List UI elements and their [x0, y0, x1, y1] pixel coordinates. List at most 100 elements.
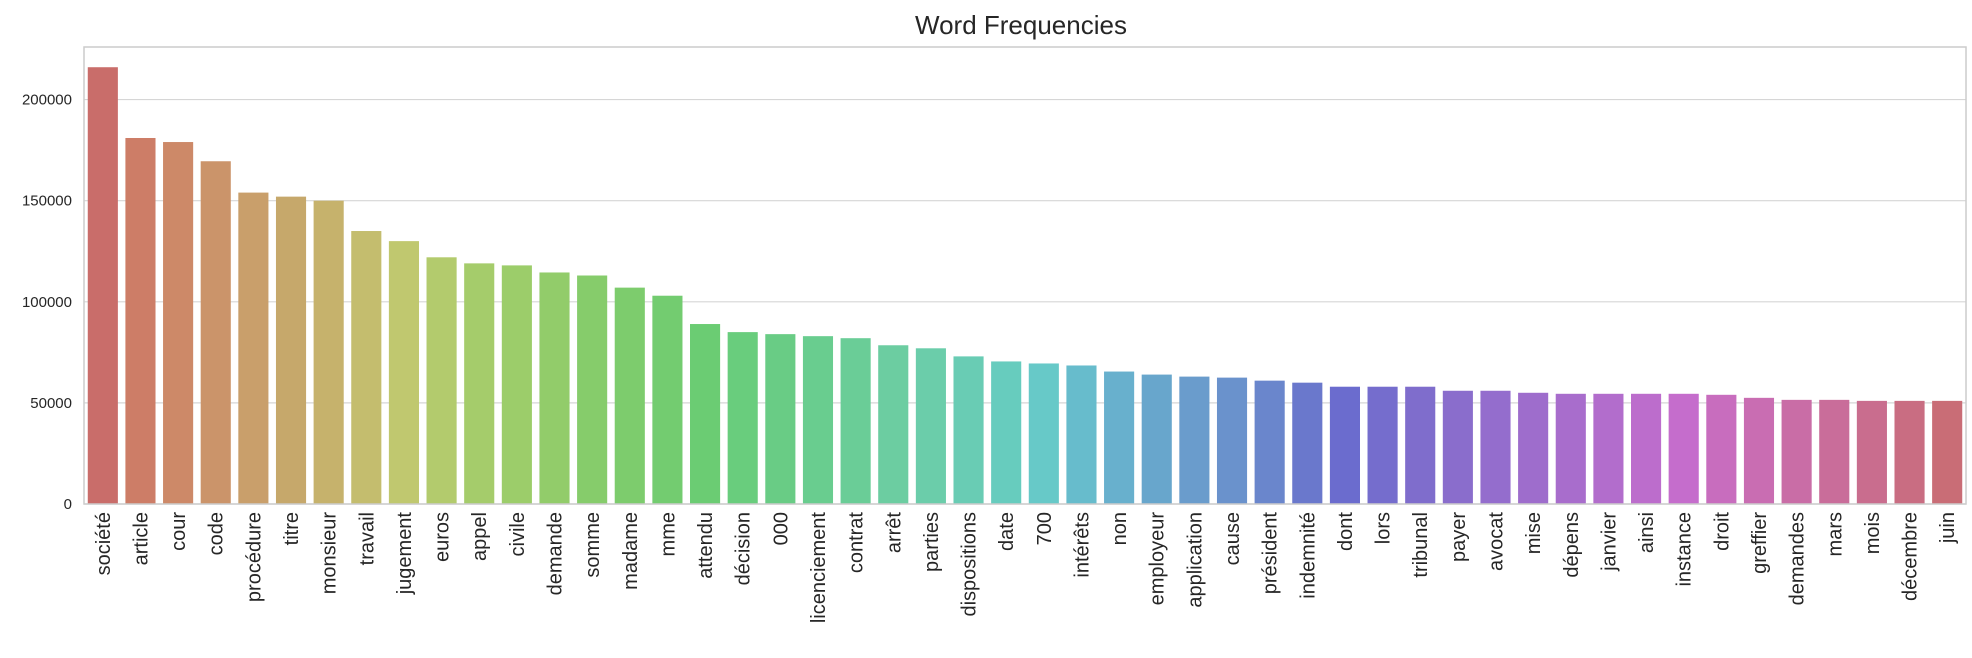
bar-37	[1480, 390, 1511, 504]
x-tick-label: 000	[770, 512, 792, 545]
bar-42	[1668, 393, 1699, 504]
x-tick-label: application	[1184, 512, 1206, 608]
x-tick-label: attendu	[695, 512, 717, 579]
x-tick-label: mme	[657, 512, 679, 556]
y-axis: 0 50000 100000 150000 200000	[22, 92, 72, 513]
bars	[87, 67, 1963, 505]
bar-16	[690, 324, 721, 504]
bar-22	[915, 348, 946, 504]
y-tick-label: 150000	[22, 193, 72, 210]
x-tick-label: décision	[733, 512, 755, 585]
x-tick-label: président	[1260, 512, 1282, 595]
x-tick-label: décembre	[1900, 512, 1922, 601]
x-tick-label: demande	[545, 512, 567, 595]
x-tick-label: civile	[507, 512, 529, 556]
x-tick-label: cour	[168, 512, 190, 551]
bar-0	[87, 67, 118, 504]
bar-46	[1819, 399, 1850, 504]
x-tick-label: titre	[281, 512, 303, 545]
x-tick-label: employeur	[1147, 512, 1169, 606]
x-tick-label: non	[1109, 512, 1131, 545]
bar-2	[163, 142, 194, 504]
x-tick-label: lors	[1373, 512, 1395, 544]
y-tick-label: 0	[64, 496, 72, 513]
bar-34	[1367, 386, 1398, 504]
bar-7	[351, 231, 382, 504]
plot-frame	[83, 46, 1967, 505]
bar-19	[802, 336, 834, 504]
x-tick-label: ainsi	[1636, 512, 1658, 553]
x-tick-label: greffier	[1749, 512, 1771, 574]
bar-32	[1292, 382, 1323, 504]
x-tick-label: dépens	[1561, 512, 1583, 578]
y-tick-label: 200000	[22, 92, 72, 109]
bar-27	[1104, 371, 1135, 504]
bar-47	[1856, 400, 1887, 504]
x-tick-label: payer	[1448, 512, 1470, 562]
bar-36	[1442, 390, 1473, 504]
x-tick-label: société	[93, 512, 115, 575]
bar-10	[464, 263, 495, 504]
x-tick-label: mars	[1824, 512, 1846, 556]
bar-9	[426, 257, 457, 504]
bar-45	[1781, 399, 1812, 504]
x-tick-label: dont	[1335, 512, 1357, 551]
x-tick-label: mise	[1523, 512, 1545, 554]
bar-49	[1932, 400, 1963, 504]
x-tick-label: article	[130, 512, 152, 565]
x-tick-label: intérêts	[1071, 512, 1093, 578]
bar-13	[577, 275, 608, 504]
x-tick-label: arrêt	[883, 512, 905, 554]
x-tick-label: contrat	[846, 512, 868, 574]
chart-title: Word Frequencies	[915, 10, 1127, 40]
x-tick-label: date	[996, 512, 1018, 551]
bar-20	[840, 338, 871, 504]
bar-23	[953, 356, 984, 504]
bar-40	[1593, 393, 1624, 504]
bar-3	[200, 161, 231, 504]
x-tick-label: euros	[432, 512, 454, 562]
x-tick-label: travail	[356, 512, 378, 565]
bar-11	[501, 265, 532, 504]
bar-29	[1179, 376, 1210, 504]
bar-8	[388, 241, 419, 504]
bar-38	[1518, 392, 1549, 504]
bar-44	[1743, 397, 1775, 504]
x-tick-label: code	[206, 512, 228, 555]
bar-6	[313, 200, 344, 505]
bar-28	[1141, 374, 1172, 504]
y-tick-label: 50000	[30, 395, 72, 412]
bar-24	[991, 361, 1022, 504]
x-tick-label: demandes	[1787, 512, 1809, 605]
bar-39	[1555, 393, 1586, 504]
bar-33	[1329, 386, 1360, 504]
bar-30	[1216, 377, 1248, 504]
bar-4	[238, 192, 269, 504]
x-tick-label: somme	[582, 512, 604, 578]
x-axis: société article cour code procédure titre mons…	[93, 512, 1959, 624]
y-tick-label: 100000	[22, 294, 72, 311]
bar-18	[765, 334, 796, 504]
bar-48	[1894, 400, 1925, 504]
bar-1	[125, 137, 156, 504]
bar-26	[1066, 365, 1097, 504]
x-tick-label: monsieur	[319, 512, 341, 595]
x-tick-label: instance	[1674, 512, 1696, 587]
x-tick-label: avocat	[1486, 512, 1508, 571]
bar-14	[614, 287, 645, 504]
bar-41	[1631, 393, 1662, 504]
bar-12	[539, 272, 570, 504]
bar-43	[1706, 394, 1737, 504]
x-tick-label: 700	[1034, 512, 1056, 545]
bar-17	[727, 332, 758, 504]
x-tick-label: appel	[469, 512, 491, 561]
x-tick-label: jugement	[394, 512, 416, 596]
x-tick-label: parties	[921, 512, 943, 572]
bar-21	[878, 345, 909, 504]
x-tick-label: tribunal	[1410, 512, 1432, 578]
x-tick-label: licenciement	[808, 512, 830, 624]
x-tick-label: juin	[1937, 512, 1959, 544]
bar-25	[1028, 363, 1059, 504]
x-tick-label: procédure	[243, 512, 265, 602]
